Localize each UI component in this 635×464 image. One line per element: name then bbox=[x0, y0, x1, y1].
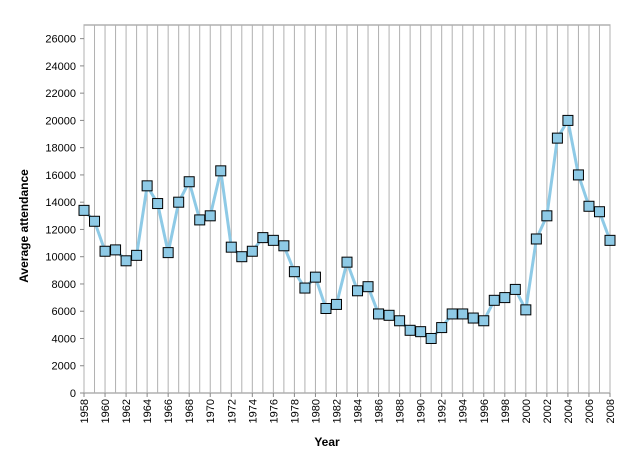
x-tick-label: 1984 bbox=[353, 399, 365, 423]
data-point bbox=[425, 332, 437, 344]
y-tick-label: 2000 bbox=[52, 361, 76, 373]
x-tick-label: 1992 bbox=[437, 399, 449, 423]
y-tick-label: 4000 bbox=[52, 333, 76, 345]
data-point bbox=[593, 206, 605, 218]
x-tick-label: 1968 bbox=[184, 399, 196, 423]
data-point bbox=[436, 322, 448, 334]
y-tick-label: 8000 bbox=[52, 279, 76, 291]
x-tick-label: 1986 bbox=[374, 399, 386, 423]
y-tick-label: 18000 bbox=[45, 143, 76, 155]
y-tick-label: 10000 bbox=[45, 252, 76, 264]
y-tick-label: 24000 bbox=[45, 61, 76, 73]
x-axis-title: Year bbox=[314, 435, 340, 449]
x-tick-label: 1966 bbox=[163, 399, 175, 423]
data-point bbox=[541, 210, 553, 222]
data-point bbox=[204, 210, 216, 222]
data-point bbox=[288, 266, 300, 278]
data-point bbox=[309, 271, 321, 283]
x-tick-label: 1960 bbox=[100, 399, 112, 423]
y-tick-label: 14000 bbox=[45, 197, 76, 209]
data-point bbox=[236, 251, 248, 263]
data-point bbox=[404, 324, 416, 336]
x-tick-label: 2008 bbox=[605, 399, 617, 423]
data-point bbox=[183, 176, 195, 188]
data-point bbox=[457, 308, 469, 320]
data-point bbox=[89, 215, 101, 227]
x-tick-label: 1970 bbox=[205, 399, 217, 423]
data-point bbox=[352, 285, 364, 297]
data-point bbox=[246, 245, 258, 257]
data-point bbox=[99, 245, 111, 257]
data-point bbox=[446, 308, 458, 320]
y-tick-label: 0 bbox=[70, 388, 76, 400]
data-point bbox=[120, 255, 132, 267]
data-point bbox=[341, 256, 353, 268]
series bbox=[78, 114, 616, 344]
x-tick-label: 1990 bbox=[416, 399, 428, 423]
y-axis: 0 2000 4000 6000 8000 10000 12000 14000 16000 180… bbox=[45, 34, 84, 400]
data-point bbox=[152, 198, 164, 210]
data-point bbox=[373, 308, 385, 320]
data-point bbox=[131, 249, 143, 261]
y-tick-label: 22000 bbox=[45, 88, 76, 100]
data-point bbox=[162, 247, 174, 259]
x-tick-label: 2000 bbox=[521, 399, 533, 423]
x-tick-label: 2006 bbox=[584, 399, 596, 423]
x-tick-label: 1974 bbox=[247, 399, 259, 423]
x-tick-label: 2002 bbox=[542, 399, 554, 423]
data-point bbox=[530, 233, 542, 245]
x-tick-label: 1958 bbox=[79, 399, 91, 423]
y-tick-label: 6000 bbox=[52, 306, 76, 318]
x-tick-label: 1988 bbox=[395, 399, 407, 423]
data-point bbox=[257, 232, 269, 244]
x-tick-label: 1964 bbox=[142, 399, 154, 423]
x-tick-label: 1978 bbox=[289, 399, 301, 423]
data-point bbox=[509, 283, 521, 295]
y-tick-label: 16000 bbox=[45, 170, 76, 182]
data-point bbox=[278, 240, 290, 252]
data-point bbox=[415, 326, 427, 338]
x-tick-label: 1982 bbox=[331, 399, 343, 423]
x-tick-label: 2004 bbox=[563, 399, 575, 423]
x-axis: 1958 1960 1962 1964 1966 1968 1970 1972 1974 1976… bbox=[79, 393, 617, 423]
data-point bbox=[604, 234, 616, 246]
data-point bbox=[215, 165, 227, 177]
data-point bbox=[320, 302, 332, 314]
data-point bbox=[299, 282, 311, 294]
data-point bbox=[551, 132, 563, 144]
data-point bbox=[572, 169, 584, 181]
y-axis-title: Average attendance bbox=[17, 169, 31, 283]
y-tick-label: 26000 bbox=[45, 34, 76, 46]
x-tick-label: 1962 bbox=[121, 399, 133, 423]
x-tick-label: 1998 bbox=[500, 399, 512, 423]
data-point bbox=[78, 204, 90, 216]
y-tick-label: 12000 bbox=[45, 224, 76, 236]
data-point bbox=[383, 309, 395, 321]
data-point bbox=[467, 312, 479, 324]
data-point bbox=[330, 298, 342, 310]
data-point bbox=[583, 200, 595, 212]
data-point bbox=[394, 315, 406, 327]
data-point bbox=[488, 294, 500, 306]
data-point bbox=[520, 304, 532, 316]
data-point bbox=[478, 315, 490, 327]
data-point bbox=[225, 241, 237, 253]
data-point bbox=[267, 234, 279, 246]
data-point bbox=[110, 244, 122, 256]
data-point bbox=[194, 214, 206, 226]
x-tick-label: 1994 bbox=[458, 399, 470, 423]
x-tick-label: 1972 bbox=[226, 399, 238, 423]
x-tick-label: 1976 bbox=[268, 399, 280, 423]
data-point bbox=[499, 292, 511, 304]
x-tick-label: 1980 bbox=[310, 399, 322, 423]
data-point bbox=[362, 281, 374, 293]
x-tick-label: 1996 bbox=[479, 399, 491, 423]
data-point bbox=[562, 114, 574, 126]
data-point bbox=[141, 180, 153, 192]
data-point bbox=[173, 196, 185, 208]
y-tick-label: 20000 bbox=[45, 115, 76, 127]
